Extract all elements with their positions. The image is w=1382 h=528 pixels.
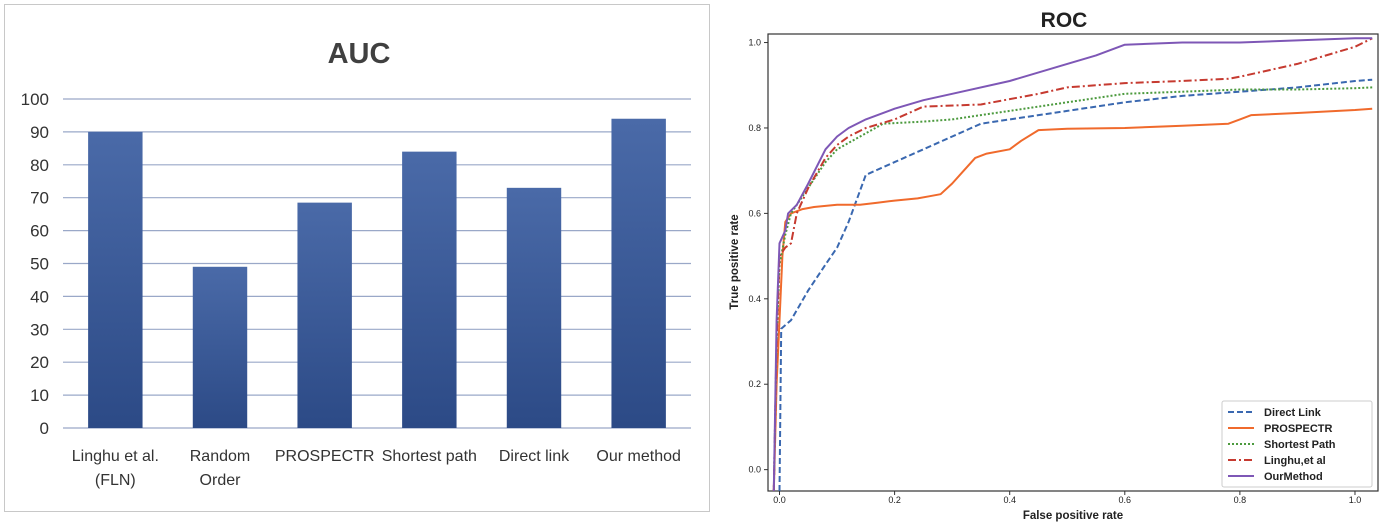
roc-x-axis-label: False positive rate bbox=[1023, 510, 1123, 522]
roc-plot-frame bbox=[767, 33, 1379, 492]
auc-bar bbox=[611, 118, 666, 429]
auc-x-tick-label: (FLN) bbox=[95, 472, 136, 489]
roc-series-line bbox=[772, 37, 1373, 492]
roc-series-line bbox=[772, 37, 1373, 492]
roc-series-line bbox=[772, 107, 1373, 492]
auc-y-tick-label: 100 bbox=[21, 90, 49, 109]
auc-x-tick-label: Linghu et al. bbox=[72, 448, 159, 465]
auc-bar-chart: AUC 0 10 20 30 40 50 60 70 80 90 100 Linghu et al.… bbox=[21, 38, 691, 489]
roc-series-line bbox=[772, 86, 1373, 492]
auc-bar bbox=[297, 202, 352, 428]
auc-y-tick-label: 50 bbox=[30, 255, 49, 274]
auc-y-tick-label: 30 bbox=[30, 320, 49, 339]
auc-x-tick-label: Shortest path bbox=[382, 448, 477, 465]
auc-y-tick-label: 60 bbox=[30, 222, 49, 241]
auc-bar bbox=[88, 131, 143, 428]
roc-legend: Direct Link PROSPECTR Shortest Path Linghu,… bbox=[1221, 400, 1373, 488]
roc-legend-label: PROSPECTR bbox=[1264, 423, 1333, 435]
auc-chart-panel: AUC 0 10 20 30 40 50 60 70 80 90 100 Linghu et al.… bbox=[4, 4, 710, 512]
roc-chart-panel: ROC 0.0 0.2 0.4 0.6 0.8 1.0 0.0 0.2 0.4 0.6 0.8 1.0… bbox=[716, 0, 1382, 523]
roc-x-tick-label: 0.6 bbox=[1119, 495, 1132, 505]
auc-x-tick-label: Our method bbox=[596, 448, 680, 465]
roc-chart-title: ROC bbox=[1041, 9, 1088, 32]
auc-bar bbox=[192, 266, 248, 428]
roc-legend-label: OurMethod bbox=[1264, 471, 1323, 483]
roc-x-tick-label: 1.0 bbox=[1349, 495, 1362, 505]
auc-x-tick-label: Random bbox=[190, 448, 250, 465]
roc-y-tick-label: 0.6 bbox=[748, 208, 761, 218]
auc-chart-title: AUC bbox=[328, 38, 391, 70]
roc-legend-label: Shortest Path bbox=[1264, 439, 1336, 451]
roc-y-tick-label: 0.4 bbox=[748, 294, 761, 304]
auc-x-tick-label: Direct link bbox=[499, 448, 570, 465]
roc-legend-label: Direct Link bbox=[1264, 407, 1322, 419]
roc-legend-label: Linghu,et al bbox=[1264, 455, 1326, 467]
roc-y-tick-label: 1.0 bbox=[748, 38, 761, 48]
auc-y-tick-label: 70 bbox=[30, 189, 49, 208]
auc-y-tick-label: 80 bbox=[30, 156, 49, 175]
roc-x-tick-label: 0.4 bbox=[1003, 495, 1016, 505]
roc-x-tick-label: 0.0 bbox=[773, 495, 786, 505]
auc-y-tick-label: 10 bbox=[30, 386, 49, 405]
roc-x-tick-label: 0.8 bbox=[1234, 495, 1247, 505]
roc-line-chart: ROC 0.0 0.2 0.4 0.6 0.8 1.0 0.0 0.2 0.4 0.6 0.8 1.0… bbox=[729, 9, 1379, 522]
roc-y-tick-label: 0.0 bbox=[748, 465, 761, 475]
roc-y-axis-label: True positive rate bbox=[729, 214, 741, 309]
auc-y-tick-label: 0 bbox=[40, 419, 49, 438]
roc-legend-box bbox=[1221, 400, 1373, 488]
roc-series-line bbox=[778, 78, 1373, 492]
auc-bar bbox=[402, 151, 457, 428]
roc-y-tick-label: 0.8 bbox=[748, 123, 761, 133]
auc-bar bbox=[506, 187, 562, 428]
auc-y-tick-label: 90 bbox=[30, 123, 49, 142]
auc-y-tick-label: 20 bbox=[30, 353, 49, 372]
auc-x-tick-label: Order bbox=[200, 472, 242, 489]
roc-x-tick-label: 0.2 bbox=[888, 495, 901, 505]
auc-x-tick-label: PROSPECTR bbox=[275, 448, 375, 465]
roc-y-tick-label: 0.2 bbox=[748, 379, 761, 389]
auc-y-tick-label: 40 bbox=[30, 287, 49, 306]
